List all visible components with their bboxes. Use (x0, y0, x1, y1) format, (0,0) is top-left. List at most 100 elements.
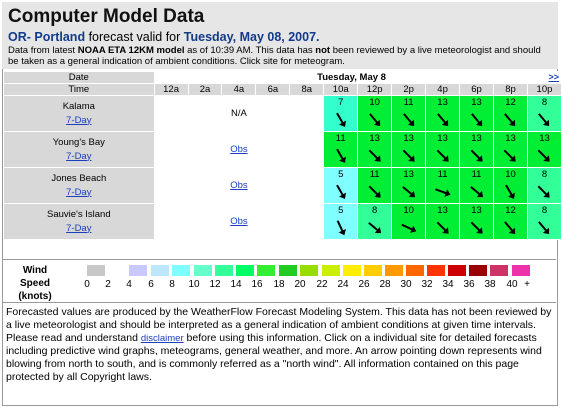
site-status[interactable]: Obs (153, 167, 325, 204)
wind-cell[interactable]: 11 (323, 131, 359, 168)
data-note: Data from latest NOAA ETA 12KM model as … (8, 45, 553, 67)
wind-cell[interactable]: 10 (493, 167, 528, 204)
wind-speed: 13 (369, 133, 380, 144)
site-cell[interactable]: Sauvie's Island 7-Day (3, 203, 155, 240)
wind-speed: 13 (471, 205, 482, 216)
wind-cell[interactable]: 11 (357, 167, 393, 204)
wind-cell[interactable]: 8 (526, 167, 562, 204)
wind-cell[interactable]: 5 (323, 167, 359, 204)
legend-label: 28 (379, 279, 391, 290)
wind-cell[interactable]: 10 (391, 203, 427, 240)
wind-cell[interactable]: 13 (357, 131, 393, 168)
obs-link[interactable]: Obs (230, 216, 248, 227)
legend-label: 4 (126, 279, 132, 290)
wind-arrow-icon (470, 113, 482, 127)
wind-cell[interactable]: 12 (493, 203, 528, 240)
legend-swatch (490, 265, 508, 276)
wind-cell[interactable]: 10 (357, 95, 393, 132)
wind-arrow-icon (402, 149, 415, 162)
region-name: OR- Portland (8, 30, 86, 44)
wind-cell[interactable]: 13 (425, 95, 461, 132)
legend-swatch (512, 265, 530, 276)
wind-arrow-icon (469, 186, 483, 198)
wind-arrow-icon (436, 221, 449, 234)
site-name[interactable]: Sauvie's Island (47, 208, 111, 220)
valid-date: Tuesday, May 08, 2007. (183, 30, 320, 44)
wind-cell[interactable]: 13 (391, 131, 427, 168)
wind-arrow-icon (400, 223, 416, 233)
wind-cell[interactable]: 8 (526, 203, 562, 240)
wind-speed: 5 (338, 205, 344, 216)
seven-day-link[interactable]: 7-Day (66, 186, 92, 198)
wind-arrow-icon (504, 113, 516, 127)
wind-arrow-icon (505, 184, 516, 199)
site-status[interactable]: Obs (153, 131, 325, 168)
obs-link[interactable]: Obs (230, 180, 248, 191)
legend-title: Wind Speed (knots) (7, 264, 63, 303)
wind-cell[interactable]: 7 (323, 95, 359, 132)
wind-cell[interactable]: 13 (425, 203, 461, 240)
wind-speed: 10 (403, 205, 414, 216)
wind-cell[interactable]: 5 (323, 203, 359, 240)
legend-swatch (151, 265, 169, 276)
legend-label: 2 (105, 279, 111, 290)
wind-cell[interactable]: 11 (391, 95, 427, 132)
legend-swatch (257, 265, 275, 276)
site-cell[interactable]: Jones Beach 7-Day (3, 167, 155, 204)
legend-label: 16 (251, 279, 263, 290)
site-status[interactable]: Obs (153, 203, 325, 240)
next-day-link[interactable]: >> (548, 72, 559, 82)
legend-label: 24 (337, 279, 349, 290)
wind-cell[interactable]: 13 (459, 203, 494, 240)
seven-day-link[interactable]: 7-Day (66, 114, 92, 126)
wind-speed-legend: Wind Speed (knots) 0 2 4 6 8 10 12 14 16 18 20 22 24 2… (3, 259, 556, 303)
site-row: Young's Bay 7-Day Obs 11 13 13 13 13 13 13 (3, 131, 562, 168)
seven-day-link[interactable]: 7-Day (66, 150, 92, 162)
legend-swatch (129, 265, 147, 276)
time-cell: 2p (391, 83, 427, 96)
footer-text: Forecasted values are produced by the We… (6, 306, 552, 344)
wind-cell[interactable]: 11 (425, 167, 461, 204)
wind-arrow-icon (538, 149, 551, 162)
day-header: Tuesday, May 8 >> (153, 71, 562, 84)
time-cell: 8p (493, 83, 528, 96)
wind-arrow-icon (538, 113, 550, 127)
wind-cell[interactable]: 13 (425, 131, 461, 168)
wind-speed: 8 (372, 205, 378, 216)
wind-speed: 13 (539, 133, 550, 144)
wind-speed: 11 (403, 97, 414, 108)
wind-cell[interactable]: 13 (391, 167, 427, 204)
time-cell: 12p (357, 83, 393, 96)
legend-label: 34 (442, 279, 454, 290)
wind-cell[interactable]: 12 (493, 95, 528, 132)
wind-arrow-icon (336, 220, 346, 236)
site-name[interactable]: Kalama (62, 100, 95, 112)
wind-cell[interactable]: 11 (459, 167, 494, 204)
wind-cell[interactable]: 13 (493, 131, 528, 168)
time-cell: 10a (323, 83, 359, 96)
legend-label: 32 (421, 279, 433, 290)
day-label: Tuesday, May 8 (317, 72, 386, 83)
legend-label: 10 (188, 279, 200, 290)
wind-cell[interactable]: 13 (459, 131, 494, 168)
wind-cell[interactable]: 13 (526, 131, 562, 168)
obs-link[interactable]: Obs (230, 144, 248, 155)
site-cell[interactable]: Young's Bay 7-Day (3, 131, 155, 168)
site-name[interactable]: Young's Bay (52, 136, 105, 148)
wind-speed: 11 (471, 169, 482, 180)
note-part: Data from latest (8, 45, 78, 56)
seven-day-link[interactable]: 7-Day (66, 222, 92, 234)
wind-cell[interactable]: 8 (357, 203, 393, 240)
page-header: Computer Model Data OR- Portland forecas… (2, 2, 558, 69)
wind-speed: 8 (541, 205, 548, 216)
disclaimer-link[interactable]: disclaimer (140, 333, 184, 344)
wind-cell[interactable]: 13 (459, 95, 494, 132)
time-cell: 6p (459, 83, 494, 96)
wind-cell[interactable]: 8 (526, 95, 562, 132)
wind-arrow-icon (402, 113, 414, 127)
site-cell[interactable]: Kalama 7-Day (3, 95, 155, 132)
na-label: N/A (231, 108, 247, 119)
site-name[interactable]: Jones Beach (51, 172, 107, 184)
wind-speed: 5 (338, 169, 344, 180)
